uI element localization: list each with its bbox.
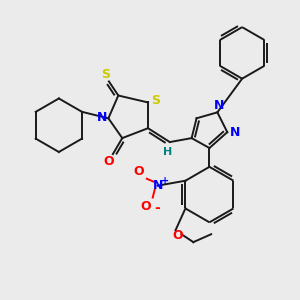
Text: O: O bbox=[134, 165, 144, 178]
Text: N: N bbox=[230, 126, 240, 139]
Text: +: + bbox=[160, 176, 169, 186]
Text: O: O bbox=[140, 200, 151, 213]
Text: S: S bbox=[101, 68, 110, 81]
Text: N: N bbox=[152, 179, 163, 192]
Text: O: O bbox=[103, 155, 114, 168]
Text: N: N bbox=[214, 99, 224, 112]
Text: H: H bbox=[163, 147, 172, 157]
Text: N: N bbox=[97, 111, 108, 124]
Text: S: S bbox=[152, 94, 160, 107]
Text: O: O bbox=[172, 229, 183, 242]
Text: -: - bbox=[154, 202, 160, 215]
